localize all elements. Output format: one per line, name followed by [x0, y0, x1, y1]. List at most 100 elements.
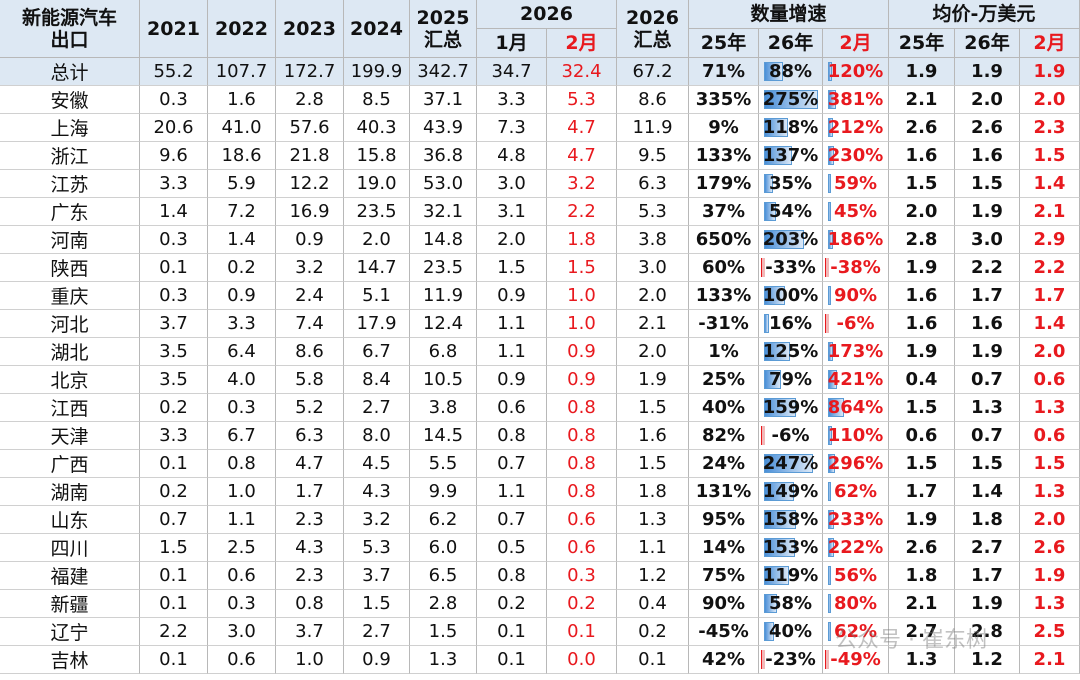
table-cell: 2.1 [889, 86, 955, 114]
table-cell: 40% [689, 394, 759, 422]
table-cell: 16% [759, 310, 823, 338]
cell-text: 2.6 [905, 537, 938, 558]
table-cell: 110% [823, 422, 889, 450]
table-cell: 2.6 [889, 534, 955, 562]
table-cell: -6% [823, 310, 889, 338]
cell-text: 1.5 [971, 173, 1003, 194]
cell-text: 1.8 [638, 481, 667, 502]
table-cell: 2.0 [1020, 506, 1080, 534]
cell-text: -45% [698, 621, 749, 642]
cell-text: 0.8 [567, 481, 596, 502]
cell-text: 40.3 [356, 117, 397, 138]
cell-text: 3.2 [567, 173, 596, 194]
table-cell: 2.0 [1020, 338, 1080, 366]
table-cell: 0.6 [208, 646, 276, 674]
cell-text: 67.2 [632, 61, 673, 82]
cell-text: 1.0 [567, 285, 596, 306]
data-bar [764, 286, 785, 305]
cell-text: 2.2 [971, 257, 1003, 278]
table-cell: 2.8 [410, 590, 477, 618]
header-cell-text: 2022 [215, 17, 268, 40]
cell-text: 88% [768, 61, 813, 82]
header-cell: 2024 [344, 0, 410, 58]
header-cell-text: 均价-万美元 [932, 3, 1036, 25]
table-cell: 1.5 [955, 450, 1020, 478]
table-cell: 5.3 [344, 534, 410, 562]
table-cell: 0.9 [276, 226, 344, 254]
cell-text: 0.6 [1033, 425, 1066, 446]
cell-text: 9.5 [638, 145, 667, 166]
table-cell: 120% [823, 58, 889, 86]
table-cell: 53.0 [410, 170, 477, 198]
table-cell: 35% [759, 170, 823, 198]
table-cell: 0.1 [140, 646, 208, 674]
table-cell: 0.6 [889, 422, 955, 450]
cell-text: 42% [701, 649, 746, 670]
table-cell: 172.7 [276, 58, 344, 86]
cell-text: 3.0 [497, 173, 526, 194]
table-cell: 1.6 [955, 142, 1020, 170]
cell-text: 0.6 [567, 509, 596, 530]
table-cell: 1.8 [547, 226, 617, 254]
table-cell: 23.5 [410, 254, 477, 282]
header-cell-text: 2月 [839, 32, 872, 54]
table-cell: 21.8 [276, 142, 344, 170]
table-cell: 34.7 [477, 58, 547, 86]
cell-text: 6.3 [638, 173, 667, 194]
cell-text: 6.8 [428, 341, 458, 362]
table-cell: 1.3 [889, 646, 955, 674]
table-cell: 1.6 [617, 422, 689, 450]
table-cell: 0.8 [547, 450, 617, 478]
table-cell: 1.4 [955, 478, 1020, 506]
cell-text: 1.5 [638, 397, 667, 418]
table-cell: 1.4 [1020, 310, 1080, 338]
header-cell-text: 2026 [626, 6, 679, 29]
cell-text: 186% [827, 229, 884, 250]
cell-text: 137% [762, 145, 819, 166]
cell-text: 133% [695, 145, 752, 166]
table-cell: 0.8 [547, 478, 617, 506]
table-cell: 5.3 [547, 86, 617, 114]
cell-text: 2.4 [295, 285, 324, 306]
data-bar [828, 398, 844, 417]
table-cell: 60% [689, 254, 759, 282]
table-cell: 吉林 [0, 646, 140, 674]
data-bar [764, 174, 773, 193]
header-cell: 1月 [477, 29, 547, 58]
table-cell: 7.2 [208, 198, 276, 226]
table-cell: 0.1 [617, 646, 689, 674]
cell-text: 9.6 [159, 145, 188, 166]
cell-text: 650% [695, 229, 752, 250]
table-cell: 0.2 [140, 478, 208, 506]
cell-text: 421% [827, 369, 884, 390]
cell-text: 0.1 [159, 453, 188, 474]
cell-text: 4.7 [295, 453, 324, 474]
table-cell: 118% [759, 114, 823, 142]
table-cell: 3.0 [617, 254, 689, 282]
table-cell: 12.4 [410, 310, 477, 338]
table-cell: 2.8 [955, 618, 1020, 646]
data-bar [828, 342, 833, 361]
table-cell: 0.0 [547, 646, 617, 674]
cell-text: 2.7 [971, 537, 1003, 558]
table-cell: 9.9 [410, 478, 477, 506]
cell-text: 2.6 [971, 117, 1003, 138]
cell-text: 45% [833, 201, 878, 222]
header-cell-text: 2月 [1033, 32, 1066, 54]
table-cell: 71% [689, 58, 759, 86]
cell-text: 2.0 [497, 229, 526, 250]
table-cell: 133% [689, 282, 759, 310]
table-cell: 2.5 [1020, 618, 1080, 646]
table-cell: 421% [823, 366, 889, 394]
table-cell: 1.6 [955, 310, 1020, 338]
table-cell: 4.7 [547, 114, 617, 142]
table-cell: 186% [823, 226, 889, 254]
table-cell: 6.4 [208, 338, 276, 366]
cell-text: 1.6 [971, 313, 1003, 334]
cell-text: 233% [827, 509, 884, 530]
table-cell: 58% [759, 590, 823, 618]
cell-text: 1.5 [1033, 145, 1066, 166]
table-cell: 133% [689, 142, 759, 170]
table-cell: 1.9 [889, 506, 955, 534]
table-cell: 0.2 [477, 590, 547, 618]
